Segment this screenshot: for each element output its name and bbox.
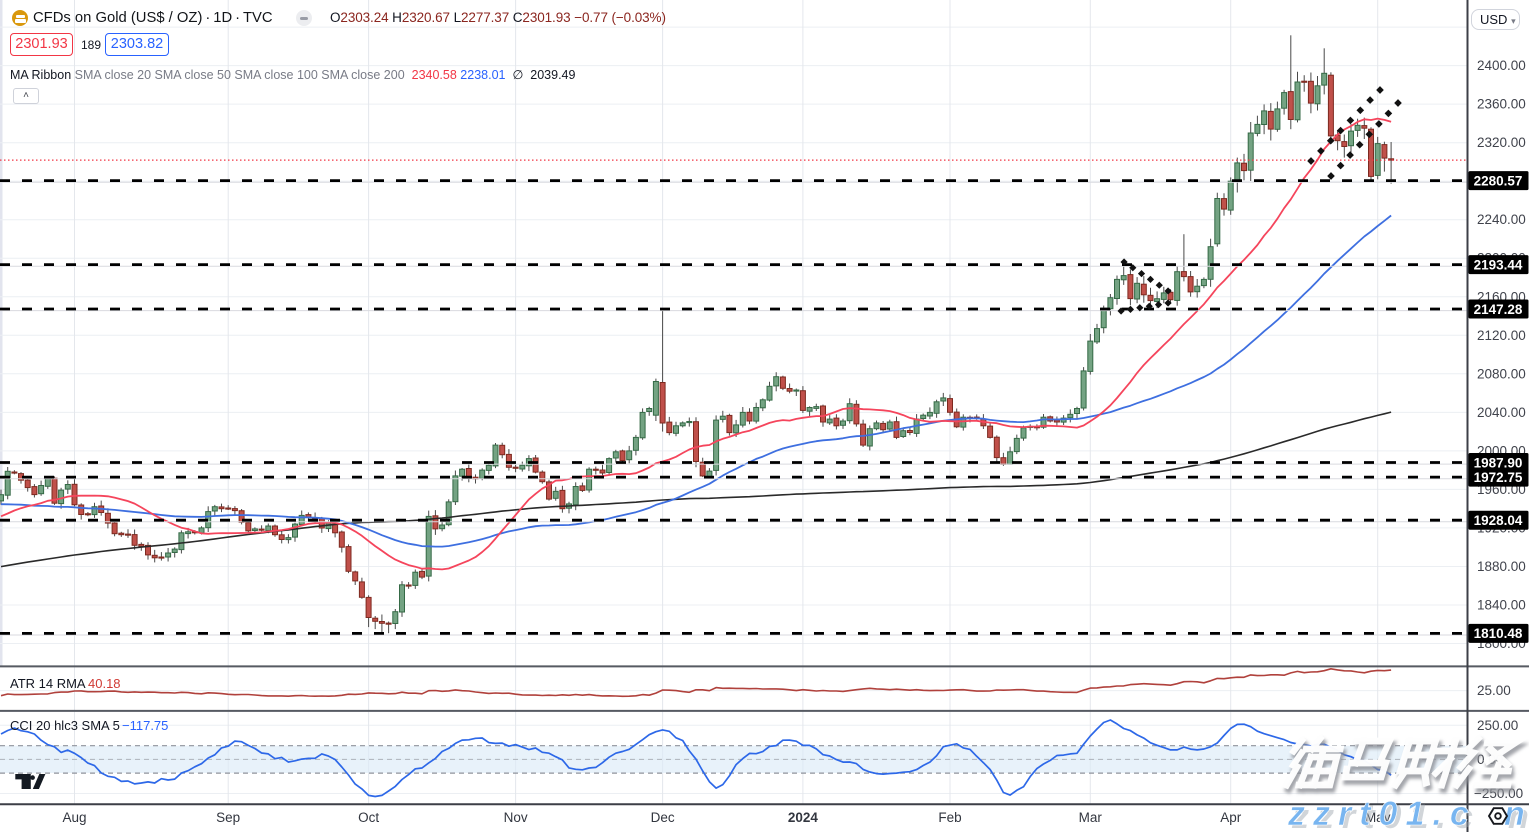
svg-text:Dec: Dec bbox=[651, 810, 675, 825]
svg-text:zzrt01.c: zzrt01.c bbox=[1287, 795, 1477, 832]
svg-text:zzrt01.c: zzrt01.c bbox=[1291, 798, 1481, 832]
svg-text:2024: 2024 bbox=[788, 810, 819, 825]
svg-text:2280.57: 2280.57 bbox=[1474, 173, 1523, 188]
svg-text:Aug: Aug bbox=[62, 810, 86, 825]
svg-text:2040.00: 2040.00 bbox=[1477, 405, 1526, 420]
svg-text:Nov: Nov bbox=[504, 810, 528, 825]
svg-text:1987.90: 1987.90 bbox=[1474, 455, 1523, 470]
svg-text:Apr: Apr bbox=[1220, 810, 1242, 825]
svg-text:Sep: Sep bbox=[216, 810, 240, 825]
svg-text:2120.00: 2120.00 bbox=[1477, 328, 1526, 343]
svg-text:May: May bbox=[1365, 810, 1391, 825]
svg-text:ATR 14 RMA: ATR 14 RMA bbox=[10, 676, 86, 691]
svg-text:2400.00: 2400.00 bbox=[1477, 58, 1526, 73]
svg-text:25.00: 25.00 bbox=[1477, 683, 1511, 698]
svg-text:1840.00: 1840.00 bbox=[1477, 598, 1526, 613]
svg-text:250.00: 250.00 bbox=[1477, 718, 1518, 733]
svg-text:−117.75: −117.75 bbox=[122, 718, 168, 733]
svg-text:CCI 20 hlc3 SMA 5: CCI 20 hlc3 SMA 5 bbox=[10, 718, 120, 733]
svg-text:Mar: Mar bbox=[1079, 810, 1103, 825]
svg-text:1810.48: 1810.48 bbox=[1474, 626, 1523, 641]
svg-text:1880.00: 1880.00 bbox=[1477, 559, 1526, 574]
svg-text:2080.00: 2080.00 bbox=[1477, 366, 1526, 381]
svg-text:2240.00: 2240.00 bbox=[1477, 212, 1526, 227]
svg-text:Oct: Oct bbox=[358, 810, 379, 825]
svg-text:2193.44: 2193.44 bbox=[1474, 257, 1523, 272]
svg-text:Feb: Feb bbox=[938, 810, 961, 825]
svg-text:1972.75: 1972.75 bbox=[1474, 470, 1523, 485]
svg-text:40.18: 40.18 bbox=[88, 676, 121, 691]
svg-text:n: n bbox=[1508, 798, 1529, 832]
svg-text:2360.00: 2360.00 bbox=[1477, 97, 1526, 112]
svg-text:n: n bbox=[1504, 795, 1529, 832]
svg-text:2147.28: 2147.28 bbox=[1474, 302, 1523, 317]
svg-text:2320.00: 2320.00 bbox=[1477, 135, 1526, 150]
svg-text:1928.04: 1928.04 bbox=[1474, 513, 1523, 528]
